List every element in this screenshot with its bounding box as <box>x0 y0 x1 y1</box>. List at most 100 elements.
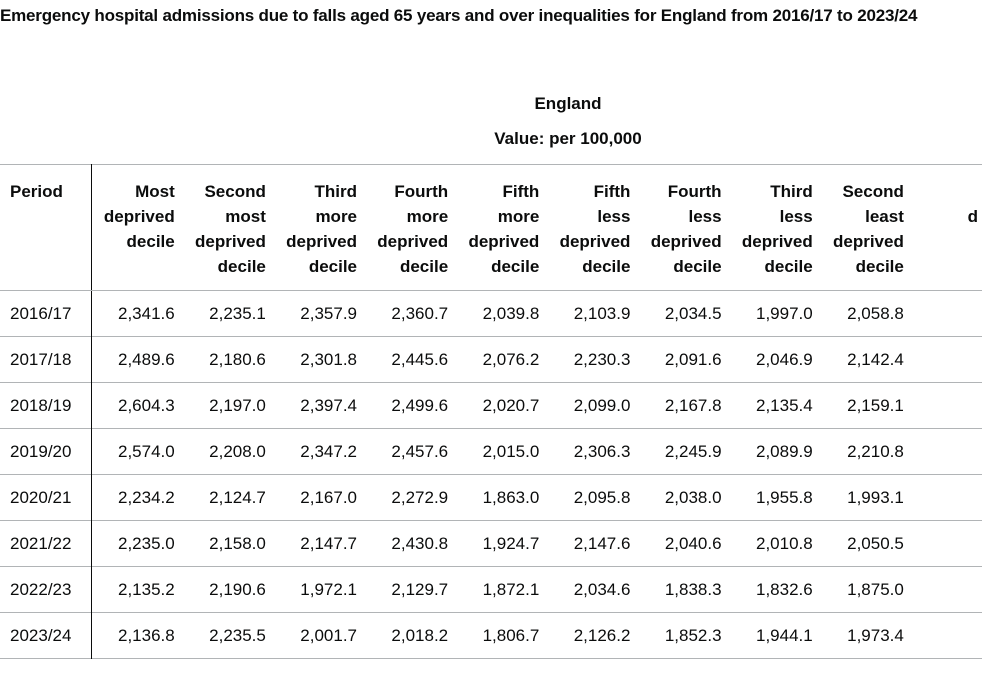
value-cell: 2,050.5 <box>847 533 904 553</box>
value-cell: 2,147.7 <box>300 533 358 553</box>
column-header[interactable]: Fourth more deprived decile <box>361 164 453 291</box>
column-header[interactable]: Second most deprived decile <box>178 164 270 291</box>
period-cell: 2017/18 <box>0 336 92 383</box>
value-cell: 1,997.0 <box>755 303 813 323</box>
column-header-line: deprived <box>833 232 904 251</box>
value-cell: 2,040.6 <box>664 533 722 553</box>
column-header[interactable]: Fifth less deprived decile <box>543 164 635 291</box>
value-cell: 2,210.8 <box>847 441 904 461</box>
value-cell: 2,018.2 <box>391 625 449 645</box>
table-body: 2016/17 2,341.6 2,235.1 2,357.9 2,360.7 2,039… <box>0 290 982 659</box>
table-header: Period Most deprived decile Second most depriv… <box>0 164 982 291</box>
value-cell: 2,457.6 <box>391 441 449 461</box>
value-cell: 2,058.8 <box>847 303 904 323</box>
column-header-line: deprived <box>559 232 631 251</box>
column-header-line: deprived <box>286 232 358 251</box>
value-cell: 2,197.0 <box>209 395 266 415</box>
value-cell: 2,089.9 <box>755 441 813 461</box>
value-cell: 2,235.0 <box>118 533 175 553</box>
value-cell: 2,357.9 <box>300 303 358 323</box>
value-cell: 2,489.6 <box>118 349 175 369</box>
value-cell: 2,091.6 <box>664 349 722 369</box>
period-cell: 2018/19 <box>0 382 92 429</box>
column-header-line: d <box>967 207 978 226</box>
value-cell: 1,973.4 <box>847 625 904 645</box>
value-cell: 2,208.0 <box>209 441 266 461</box>
value-cell: 2,235.1 <box>209 303 266 323</box>
value-cell: 1,852.3 <box>664 625 722 645</box>
value-cell: 2,142.4 <box>847 349 904 369</box>
value-cell-clipped <box>908 337 982 383</box>
column-header-line: decile <box>217 257 266 276</box>
value-cell: 2,167.8 <box>664 395 722 415</box>
column-header-line: Fourth <box>394 182 449 201</box>
column-header-line: deprived <box>650 232 722 251</box>
value-cell: 2,147.6 <box>573 533 631 553</box>
column-header-line: Second <box>842 182 904 201</box>
value-cell-clipped <box>908 567 982 613</box>
table-row: 2017/18 2,489.6 2,180.6 2,301.8 2,445.6 2,076… <box>0 336 982 383</box>
column-header-line: Third <box>314 182 358 201</box>
column-header[interactable]: Fifth more deprived decile <box>452 164 544 291</box>
value-cell: 2,099.0 <box>573 395 631 415</box>
value-cell: 2,159.1 <box>847 395 904 415</box>
column-header[interactable]: d <box>907 164 982 291</box>
column-header[interactable]: Second least deprived decile <box>816 164 908 291</box>
value-cell: 1,924.7 <box>482 533 540 553</box>
value-cell: 2,301.8 <box>300 349 358 369</box>
value-cell-clipped <box>908 613 982 659</box>
value-cell: 2,020.7 <box>482 395 540 415</box>
column-header-line: more <box>315 207 358 226</box>
period-cell: 2019/20 <box>0 428 92 475</box>
column-header-period[interactable]: Period <box>0 164 92 291</box>
table-measure-caption: Value: per 100,000 <box>494 129 642 148</box>
column-header-line: Second <box>204 182 266 201</box>
inequalities-table: Period Most deprived decile Second most depriv… <box>0 164 982 659</box>
value-cell: 2,397.4 <box>300 395 358 415</box>
value-cell: 2,001.7 <box>300 625 358 645</box>
value-cell: 2,230.3 <box>573 349 631 369</box>
value-cell: 2,245.9 <box>664 441 722 461</box>
value-cell: 2,430.8 <box>391 533 449 553</box>
value-cell: 1,944.1 <box>755 625 813 645</box>
value-cell: 1,806.7 <box>482 625 540 645</box>
value-cell: 2,272.9 <box>391 487 449 507</box>
value-cell: 2,124.7 <box>209 487 266 507</box>
value-cell: 2,158.0 <box>209 533 266 553</box>
value-cell: 1,863.0 <box>482 487 540 507</box>
column-header-line: Third <box>770 182 813 201</box>
value-cell: 2,136.8 <box>118 625 175 645</box>
table-row: 2023/24 2,136.8 2,235.5 2,001.7 2,018.2 1,806… <box>0 612 982 659</box>
column-header-line: less <box>597 207 631 226</box>
value-cell-clipped <box>908 521 982 567</box>
value-cell: 2,046.9 <box>755 349 813 369</box>
table-area-caption: England <box>534 94 602 113</box>
value-cell: 2,306.3 <box>573 441 631 461</box>
period-cell: 2016/17 <box>0 290 92 337</box>
column-header-line: deprived <box>103 207 175 226</box>
column-header-line: less <box>688 207 722 226</box>
value-cell: 1,875.0 <box>847 579 904 599</box>
period-cell: 2022/23 <box>0 566 92 613</box>
column-header-line: Period <box>10 182 63 201</box>
value-cell: 1,832.6 <box>755 579 813 599</box>
column-header[interactable]: Fourth less deprived decile <box>634 164 726 291</box>
column-header[interactable]: Most deprived decile <box>91 164 179 291</box>
column-header-line: Fifth <box>502 182 540 201</box>
value-cell: 2,076.2 <box>482 349 540 369</box>
value-cell: 2,341.6 <box>118 303 175 323</box>
column-header[interactable]: Third more deprived decile <box>269 164 362 291</box>
column-header[interactable]: Third less deprived decile <box>725 164 817 291</box>
column-header-line <box>912 179 978 204</box>
column-header-line: Fifth <box>593 182 631 201</box>
column-header-line: most <box>225 207 266 226</box>
column-header-line: decile <box>673 257 722 276</box>
column-header-line: deprived <box>468 232 540 251</box>
column-header-line: more <box>497 207 540 226</box>
value-cell: 2,135.4 <box>755 395 813 415</box>
value-cell: 2,129.7 <box>391 579 449 599</box>
value-cell: 2,095.8 <box>573 487 631 507</box>
value-cell-clipped <box>908 291 982 337</box>
column-header-line: decile <box>855 257 904 276</box>
value-cell: 2,347.2 <box>300 441 358 461</box>
